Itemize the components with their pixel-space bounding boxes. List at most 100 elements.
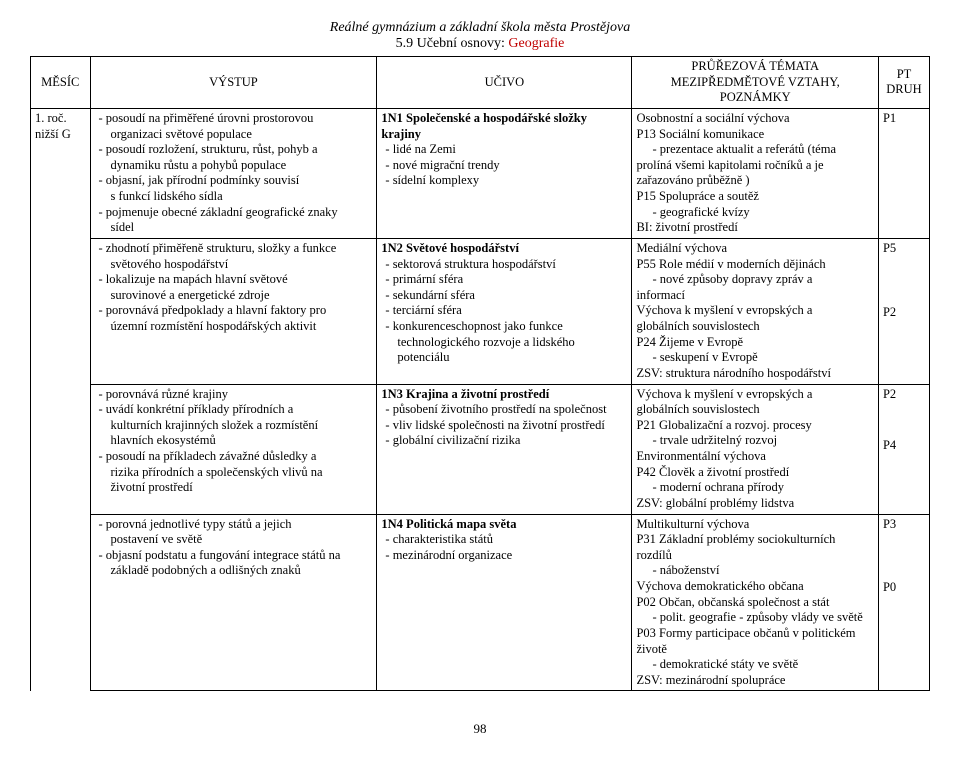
cell-ucivo-2: 1N2 Světové hospodářství - sektorová str…	[377, 238, 632, 384]
vystup-item: světového hospodářství	[95, 257, 373, 273]
ucivo-item: - primární sféra	[381, 272, 627, 288]
vystup-item: kulturních krajinných složek a rozmístěn…	[95, 418, 373, 434]
table-row: 1. roč. nižší G - posoudí na přiměřené ú…	[31, 108, 930, 238]
prurez-line: Osobnostní a sociální výchova	[636, 111, 874, 127]
pt-code: P3	[883, 517, 925, 533]
prurez-line: životě	[636, 642, 874, 658]
cell-pt-4: P3 P0	[878, 514, 929, 691]
vystup-item: sídel	[95, 220, 373, 236]
mesic-line1: 1. roč.	[35, 111, 86, 127]
prurez-line: prolíná všemi kapitolami ročníků a je	[636, 158, 874, 174]
curriculum-table: MĚSÍC VÝSTUP UČIVO PRŮŘEZOVÁ TÉMATA MEZI…	[30, 56, 930, 691]
cell-prurez-1: Osobnostní a sociální výchova P13 Sociál…	[632, 108, 879, 238]
pt-code: P1	[883, 111, 925, 127]
cell-prurez-4: Multikulturní výchova P31 Základní probl…	[632, 514, 879, 691]
ucivo-item: potenciálu	[381, 350, 627, 366]
prurez-line: Výchova demokratického občana	[636, 579, 874, 595]
cell-ucivo-4: 1N4 Politická mapa světa - charakteristi…	[377, 514, 632, 691]
vystup-item: životní prostředí	[95, 480, 373, 496]
header-sub-red: Geografie	[508, 36, 564, 51]
prurez-line: P13 Sociální komunikace	[636, 127, 874, 143]
ucivo-item: - sekundární sféra	[381, 288, 627, 304]
prurez-line: zařazováno průběžně )	[636, 173, 874, 189]
vystup-item: - zhodnotí přiměřeně strukturu, složky a…	[95, 241, 373, 257]
table-row: - porovná jednotlivé typy států a jejich…	[31, 514, 930, 691]
vystup-item: - porovnává předpoklady a hlavní faktory…	[95, 303, 373, 319]
prurez-line: informací	[636, 288, 874, 304]
table-header-row: MĚSÍC VÝSTUP UČIVO PRŮŘEZOVÁ TÉMATA MEZI…	[31, 57, 930, 109]
prurez-line: - nové způsoby dopravy zpráv a	[636, 272, 874, 288]
col-prurez: PRŮŘEZOVÁ TÉMATA MEZIPŘEDMĚTOVÉ VZTAHY, …	[632, 57, 879, 109]
prurez-line: Environmentální výchova	[636, 449, 874, 465]
cell-vystup-2: - zhodnotí přiměřeně strukturu, složky a…	[90, 238, 377, 384]
vystup-item: - lokalizuje na mapách hlavní světové	[95, 272, 373, 288]
vystup-item: - porovná jednotlivé typy států a jejich	[95, 517, 373, 533]
ucivo-item: - mezinárodní organizace	[381, 548, 627, 564]
ucivo-item: technologického rozvoje a lidského	[381, 335, 627, 351]
vystup-item: organizaci světové populace	[95, 127, 373, 143]
col-vystup: VÝSTUP	[90, 57, 377, 109]
cell-vystup-4: - porovná jednotlivé typy států a jejich…	[90, 514, 377, 691]
vystup-item: - posoudí na přiměřené úrovni prostorovo…	[95, 111, 373, 127]
prurez-line: P15 Spolupráce a soutěž	[636, 189, 874, 205]
ucivo-item: - působení životního prostředí na společ…	[381, 402, 627, 418]
cell-prurez-2: Mediální výchova P55 Role médií v modern…	[632, 238, 879, 384]
prurez-line: globálních souvislostech	[636, 402, 874, 418]
ucivo-title: 1N3 Krajina a životní prostředí	[381, 387, 627, 403]
col-pt: PT DRUH	[878, 57, 929, 109]
prurez-line: globálních souvislostech	[636, 319, 874, 335]
prurez-line: - geografické kvízy	[636, 205, 874, 221]
ucivo-item: - nové migrační trendy	[381, 158, 627, 174]
cell-pt-1: P1	[878, 108, 929, 238]
prurez-line: ZSV: globální problémy lidstva	[636, 496, 874, 512]
vystup-item: hlavních ekosystémů	[95, 433, 373, 449]
header-sub-prefix: 5.9 Učební osnovy:	[396, 36, 509, 51]
cell-vystup-3: - porovnává různé krajiny - uvádí konkré…	[90, 384, 377, 514]
table-row: - porovnává různé krajiny - uvádí konkré…	[31, 384, 930, 514]
cell-vystup-1: - posoudí na přiměřené úrovni prostorovo…	[90, 108, 377, 238]
ucivo-title: 1N1 Společenské a hospodářské složky kra…	[381, 111, 627, 142]
prurez-line: - moderní ochrana přírody	[636, 480, 874, 496]
pt-code: P2	[883, 387, 925, 403]
ucivo-item: - konkurenceschopnost jako funkce	[381, 319, 627, 335]
vystup-item: - pojmenuje obecné základní geografické …	[95, 205, 373, 221]
prurez-line: P24 Žijeme v Evropě	[636, 335, 874, 351]
col-ucivo: UČIVO	[377, 57, 632, 109]
prurez-line: - demokratické státy ve světě	[636, 657, 874, 673]
ucivo-item: - vliv lidské společnosti na životní pro…	[381, 418, 627, 434]
vystup-item: s funkcí lidského sídla	[95, 189, 373, 205]
col-mesic: MĚSÍC	[31, 57, 91, 109]
cell-ucivo-3: 1N3 Krajina a životní prostředí - působe…	[377, 384, 632, 514]
vystup-item: - posoudí rozložení, strukturu, růst, po…	[95, 142, 373, 158]
cell-ucivo-1: 1N1 Společenské a hospodářské složky kra…	[377, 108, 632, 238]
ucivo-item: - terciární sféra	[381, 303, 627, 319]
page-number: 98	[30, 721, 930, 737]
prurez-line: P31 Základní problémy sociokulturních	[636, 532, 874, 548]
pt-code: P0	[883, 580, 925, 596]
ucivo-item: - sektorová struktura hospodářství	[381, 257, 627, 273]
prurez-line: rozdílů	[636, 548, 874, 564]
vystup-item: - objasní, jak přírodní podmínky souvisí	[95, 173, 373, 189]
prurez-line: P02 Občan, občanská společnost a stát	[636, 595, 874, 611]
vystup-item: - posoudí na příkladech závažné důsledky…	[95, 449, 373, 465]
prurez-line: BI: životní prostředí	[636, 220, 874, 236]
vystup-item: základě podobných a odlišných znaků	[95, 563, 373, 579]
pt-code: P5	[883, 241, 925, 257]
prurez-line: P03 Formy participace občanů v politické…	[636, 626, 874, 642]
cell-mesic: 1. roč. nižší G	[31, 108, 91, 691]
cell-prurez-3: Výchova k myšlení v evropských a globáln…	[632, 384, 879, 514]
cell-pt-2: P5 P2	[878, 238, 929, 384]
vystup-item: územní rozmístění hospodářských aktivit	[95, 319, 373, 335]
prurez-line: P21 Globalizační a rozvoj. procesy	[636, 418, 874, 434]
pt-code: P4	[883, 438, 925, 454]
prurez-line: ZSV: struktura národního hospodářství	[636, 366, 874, 382]
ucivo-item: - sídelní komplexy	[381, 173, 627, 189]
header-title: Reálné gymnázium a základní škola města …	[30, 20, 930, 36]
vystup-item: - porovnává různé krajiny	[95, 387, 373, 403]
header-subtitle: 5.9 Učební osnovy: Geografie	[30, 36, 930, 52]
table-row: - zhodnotí přiměřeně strukturu, složky a…	[31, 238, 930, 384]
prurez-line: Výchova k myšlení v evropských a	[636, 387, 874, 403]
vystup-item: surovinové a energetické zdroje	[95, 288, 373, 304]
pt-code: P2	[883, 305, 925, 321]
prurez-line: - seskupení v Evropě	[636, 350, 874, 366]
